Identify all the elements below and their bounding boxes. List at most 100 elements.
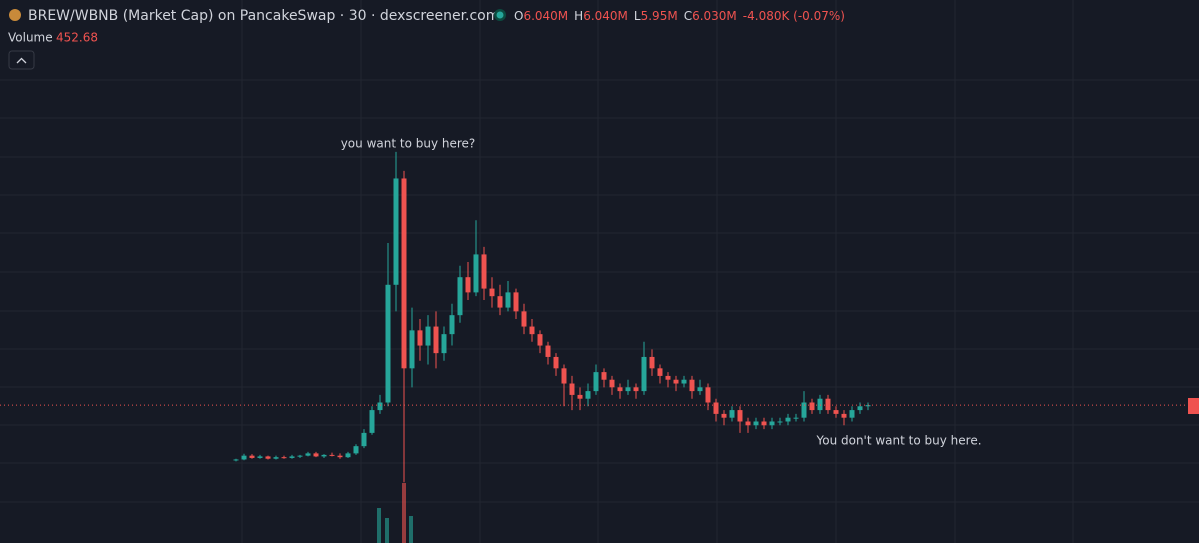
candle-body [409, 330, 415, 369]
candle-body [825, 398, 831, 411]
candle-body [497, 296, 503, 308]
candle-body [737, 410, 743, 422]
candle-body [697, 387, 703, 392]
candle-body [441, 334, 447, 354]
candle-body [665, 375, 671, 380]
candle-body [761, 421, 767, 426]
candles [0, 151, 1188, 483]
candle-body [361, 432, 367, 447]
candle-body [473, 254, 479, 293]
ohlc-header: O6.040M H6.040M L5.95M C6.030M -4.080K (-0.0… [514, 9, 845, 23]
candle-body [865, 405, 871, 407]
candle-body [801, 402, 807, 418]
chart-title: BREW/WBNB (Market Cap) on PancakeSwap · … [28, 8, 499, 24]
candle-body [585, 391, 591, 399]
candle-body [297, 455, 303, 457]
candle-body [689, 379, 695, 392]
candle-body [681, 379, 687, 384]
candle-body [417, 330, 423, 346]
candle-body [321, 454, 327, 457]
ohlc-key: C [684, 9, 692, 23]
candle-body [729, 410, 735, 418]
candle-body [857, 406, 863, 411]
candle-body [769, 421, 775, 426]
candle-body [561, 368, 567, 384]
candle-body [241, 455, 247, 460]
candle-body [545, 345, 551, 357]
candle-body [449, 315, 455, 335]
volume-label: Volume [8, 31, 53, 45]
candle-body [609, 379, 615, 388]
volume-value: 452.68 [56, 31, 98, 45]
candle-body [481, 254, 487, 289]
candle-body [593, 372, 599, 392]
candle-body [777, 421, 783, 423]
annotation: you want to buy here? [341, 137, 476, 151]
annotation: You don't want to buy here. [815, 434, 981, 448]
candle-body [265, 456, 271, 459]
candle-body [353, 446, 359, 454]
candle-body [633, 387, 639, 392]
candle-body [257, 456, 263, 458]
candle-body [849, 410, 855, 418]
candle-body [305, 453, 311, 456]
candle-body [249, 455, 255, 458]
ohlc-key: L [634, 9, 641, 23]
ohlc-key: H [574, 9, 583, 23]
candle-body [521, 311, 527, 327]
candle-body [505, 292, 511, 308]
candle-body [745, 421, 751, 426]
candle-body [313, 453, 319, 457]
candle-body [705, 387, 711, 403]
ohlc-value: 6.040M [583, 9, 628, 23]
token-icon [9, 9, 21, 21]
candle-body [337, 455, 343, 458]
volume-bar [385, 518, 389, 543]
volume-bar [409, 516, 413, 543]
ohlc-key: O [514, 9, 523, 23]
candle-body [841, 413, 847, 418]
price-tag [1188, 398, 1199, 414]
candle-body [529, 326, 535, 335]
change: -4.080K (-0.07%) [743, 9, 845, 23]
candle-body [393, 178, 399, 285]
candle-body [569, 383, 575, 395]
candle-body [537, 334, 543, 346]
candle-body [233, 459, 239, 461]
candle-body [785, 417, 791, 422]
candle-body [713, 402, 719, 414]
candle-body [657, 368, 663, 376]
collapse-icon [16, 57, 27, 64]
status-dot [496, 11, 504, 19]
candle-body [281, 457, 287, 459]
candle-body [369, 410, 375, 433]
ohlc-value: 5.95M [641, 9, 678, 23]
candle-body [721, 413, 727, 418]
candle-body [601, 372, 607, 380]
candle-body [385, 284, 391, 403]
candle-body [625, 387, 631, 392]
candle-body [817, 398, 823, 411]
candle-body [641, 356, 647, 392]
ohlc-value: 6.040M [523, 9, 568, 23]
candle-body [577, 394, 583, 399]
collapse-button[interactable] [8, 50, 35, 70]
candle-body [425, 326, 431, 346]
candle-body [401, 178, 407, 369]
candle-body [753, 421, 759, 426]
candle-body [553, 356, 559, 369]
volume-bar [402, 483, 406, 543]
candle-body [673, 379, 679, 384]
volume-bar [377, 508, 381, 543]
candle-body [465, 277, 471, 293]
ohlc-value: 6.030M [692, 9, 737, 23]
ohlc-values: O6.040M H6.040M L5.95M C6.030M -4.080K (-0.0… [514, 9, 845, 23]
candle-body [457, 277, 463, 316]
candle-body [649, 356, 655, 369]
candle-body [345, 453, 351, 458]
candle-body [289, 456, 295, 458]
candle-body [377, 402, 383, 411]
candle-body [617, 387, 623, 392]
